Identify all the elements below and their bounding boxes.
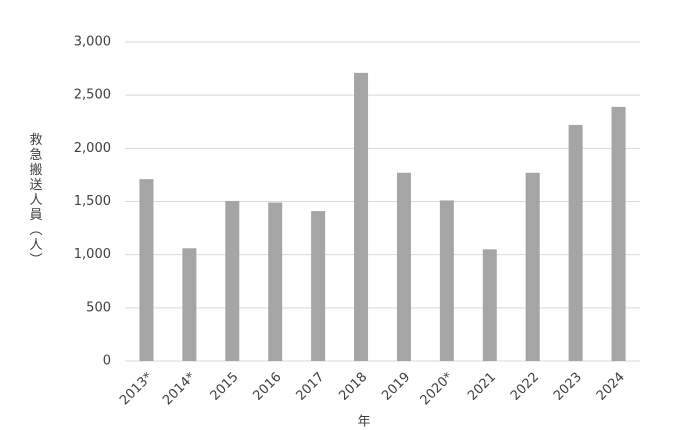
bar xyxy=(482,249,497,361)
x-tick-label: 2013* xyxy=(117,369,156,408)
x-tick-label: 2020* xyxy=(418,369,457,408)
x-tick-label: 2016 xyxy=(251,370,285,404)
bar xyxy=(439,200,454,361)
bar xyxy=(268,202,283,361)
x-tick-label: 2022 xyxy=(508,370,542,404)
x-tick-label: 2014* xyxy=(160,369,199,408)
bar xyxy=(139,179,154,361)
x-tick-label: 2023 xyxy=(551,370,585,404)
y-tick-label: 3,000 xyxy=(74,35,111,50)
y-tick-label: 1,500 xyxy=(74,194,111,209)
bar xyxy=(611,106,626,361)
bar xyxy=(396,172,411,361)
x-axis-label: 年 xyxy=(357,415,370,430)
y-axis-label: 救急搬送人員（人） xyxy=(27,132,43,268)
bar xyxy=(354,72,369,361)
x-tick-label: 2018 xyxy=(336,370,370,404)
y-tick-label: 1,000 xyxy=(74,247,111,262)
x-tick-label: 2017 xyxy=(293,370,327,404)
y-tick-label: 0 xyxy=(103,354,111,369)
bar xyxy=(525,172,540,361)
bar xyxy=(311,211,326,361)
x-tick-label: 2015 xyxy=(208,370,242,404)
bar xyxy=(568,124,583,361)
x-tick-label: 2019 xyxy=(379,370,413,404)
y-tick-label: 500 xyxy=(86,300,111,315)
y-tick-label: 2,500 xyxy=(74,88,111,103)
bar xyxy=(225,200,240,361)
x-tick-label: 2024 xyxy=(594,370,628,404)
y-tick-label: 2,000 xyxy=(74,141,111,156)
bar xyxy=(182,248,197,361)
x-tick-label: 2021 xyxy=(465,370,499,404)
